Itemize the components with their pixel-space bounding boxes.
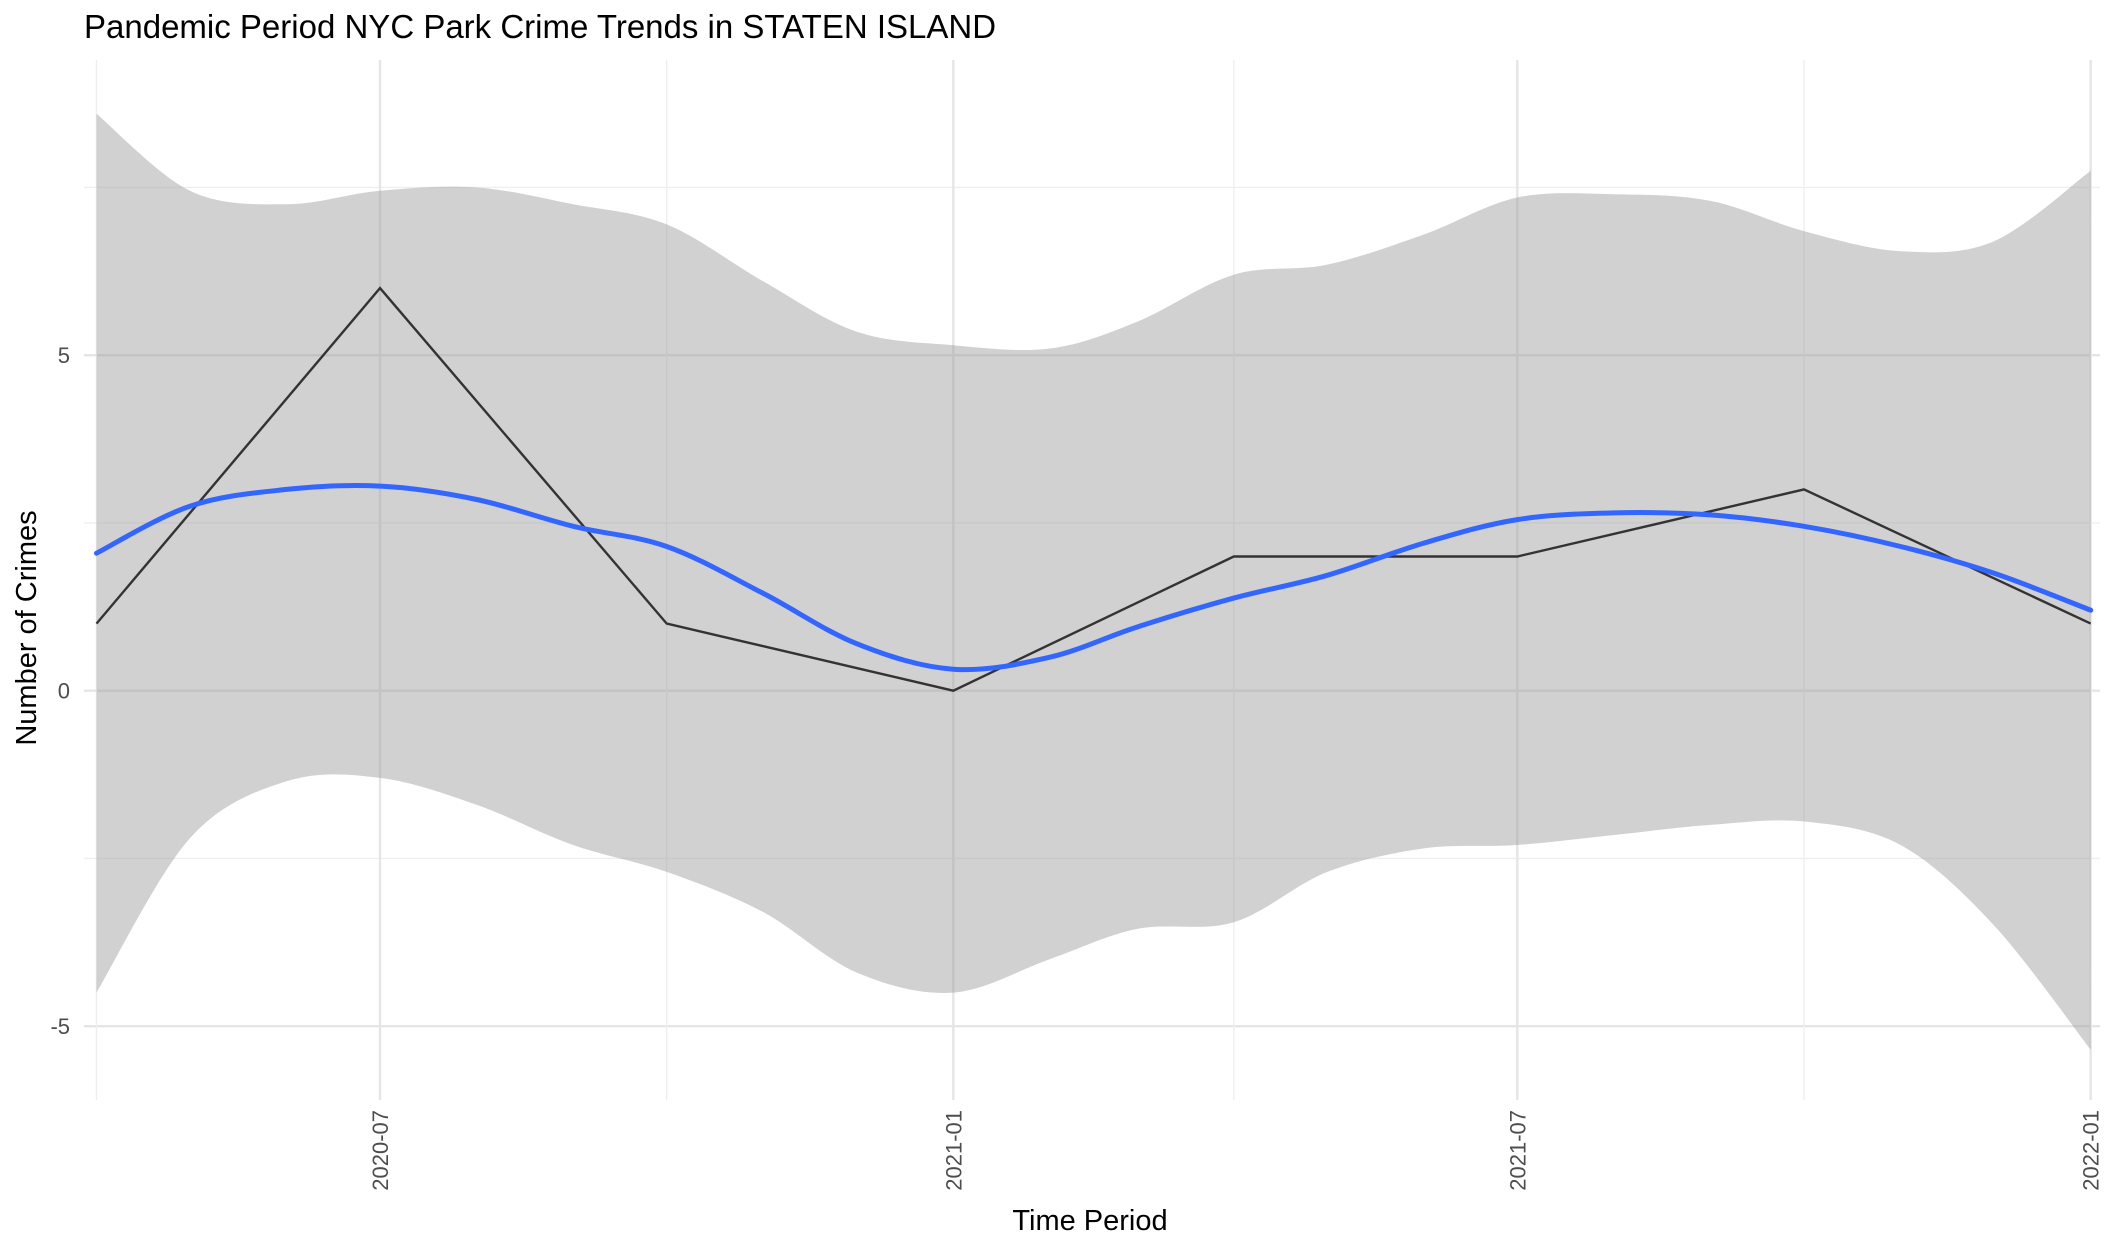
y-tick-label: 5 — [58, 343, 70, 368]
y-axis-ticks: -5 0 5 — [50, 343, 70, 1039]
series-layer — [94, 286, 2094, 692]
x-tick-label: 2020-07 — [368, 1110, 393, 1191]
smooth-trend-line — [94, 482, 2094, 673]
confidence-band-area — [96, 113, 2091, 1050]
grid — [84, 60, 2100, 1100]
x-tick-label: 2021-01 — [941, 1110, 966, 1191]
x-tick-label: 2021-07 — [1505, 1110, 1530, 1191]
observed-series-line — [95, 286, 2092, 692]
chart-title: Pandemic Period NYC Park Crime Trends in… — [84, 8, 996, 45]
confidence-band — [96, 113, 2091, 1050]
x-axis-title: Time Period — [1012, 1205, 1167, 1237]
y-axis-title: Number of Crimes — [11, 510, 43, 745]
x-axis-ticks: 2020-07 2021-01 2021-07 2022-01 — [368, 1110, 2104, 1191]
y-tick-label: -5 — [50, 1014, 70, 1039]
y-tick-label: 0 — [58, 679, 70, 704]
x-tick-label: 2022-01 — [2079, 1110, 2104, 1191]
